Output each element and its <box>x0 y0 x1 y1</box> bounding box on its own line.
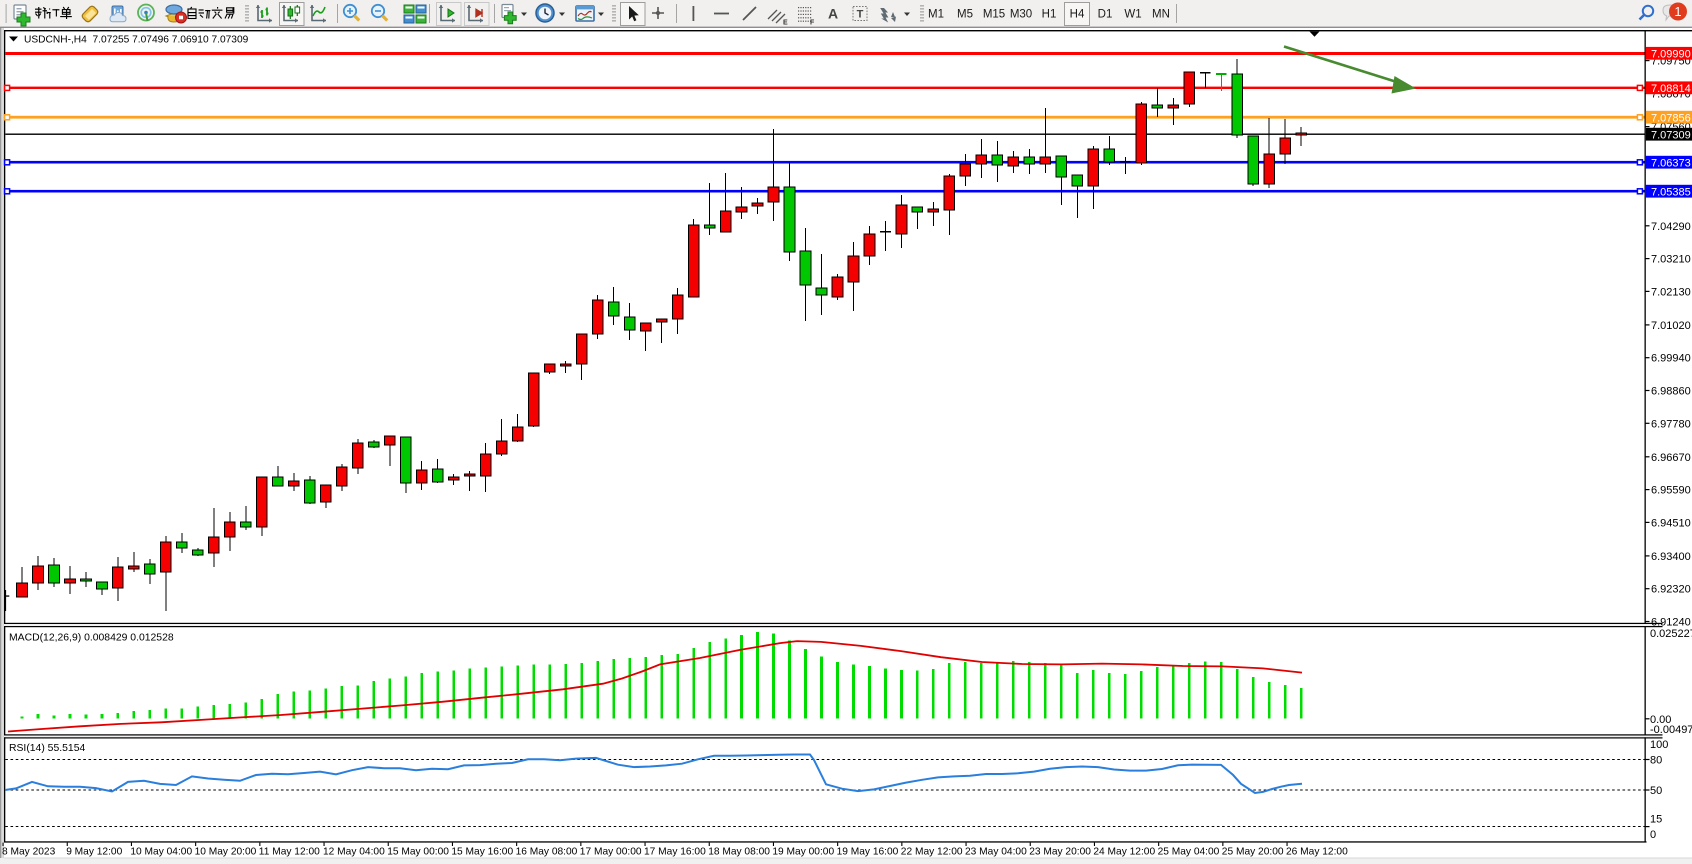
svg-text:6.91240: 6.91240 <box>1651 617 1691 629</box>
svg-text:11 May 12:00: 11 May 12:00 <box>259 847 320 858</box>
svg-text:7.01020: 7.01020 <box>1651 320 1691 332</box>
svg-text:17 May 00:00: 17 May 00:00 <box>580 847 642 858</box>
svg-text:M5: M5 <box>957 9 973 21</box>
svg-text:12 May 04:00: 12 May 04:00 <box>323 847 385 858</box>
svg-text:7.04290: 7.04290 <box>1651 221 1691 233</box>
svg-text:22 May 12:00: 22 May 12:00 <box>901 847 963 858</box>
svg-text:18 May 08:00: 18 May 08:00 <box>708 847 770 858</box>
svg-text:80: 80 <box>1650 755 1662 767</box>
svg-text:H4: H4 <box>1070 9 1085 21</box>
svg-text:7.03210: 7.03210 <box>1651 254 1691 266</box>
svg-text:8 May 2023: 8 May 2023 <box>2 847 56 858</box>
svg-text:16 May 08:00: 16 May 08:00 <box>516 847 578 858</box>
svg-text:W1: W1 <box>1124 9 1141 21</box>
svg-text:6.97780: 6.97780 <box>1651 418 1691 430</box>
svg-text:M1: M1 <box>928 9 944 21</box>
svg-text:D1: D1 <box>1098 9 1113 21</box>
svg-text:7.02130: 7.02130 <box>1651 286 1691 298</box>
svg-text:6.96670: 6.96670 <box>1651 452 1691 464</box>
svg-text:23 May 20:00: 23 May 20:00 <box>1029 847 1091 858</box>
svg-text:T: T <box>857 9 864 21</box>
svg-text:7.05385: 7.05385 <box>1651 186 1691 198</box>
svg-text:F: F <box>810 20 815 27</box>
svg-text:6.99940: 6.99940 <box>1651 353 1691 365</box>
svg-text:15: 15 <box>1650 814 1662 826</box>
svg-text:E: E <box>783 20 788 27</box>
svg-text:RSI(14) 55.5154: RSI(14) 55.5154 <box>9 743 85 754</box>
svg-text:19 May 00:00: 19 May 00:00 <box>772 847 834 858</box>
svg-text:MN: MN <box>1152 9 1170 21</box>
svg-text:-0.004976: -0.004976 <box>1650 724 1692 736</box>
svg-text:M15: M15 <box>983 9 1005 21</box>
svg-text:15 May 00:00: 15 May 00:00 <box>387 847 449 858</box>
svg-text:A: A <box>828 6 838 22</box>
svg-text:MACD(12,26,9) 0.008429 0.01252: MACD(12,26,9) 0.008429 0.012528 <box>9 633 174 644</box>
svg-text:1: 1 <box>1674 4 1681 19</box>
svg-text:19 May 16:00: 19 May 16:00 <box>837 847 899 858</box>
svg-text:7.06373: 7.06373 <box>1651 157 1691 169</box>
svg-text:25 May 20:00: 25 May 20:00 <box>1222 847 1284 858</box>
svg-text:6.93400: 6.93400 <box>1651 551 1691 563</box>
svg-text:6.98860: 6.98860 <box>1651 386 1691 398</box>
svg-text:17 May 16:00: 17 May 16:00 <box>644 847 706 858</box>
svg-text:23 May 04:00: 23 May 04:00 <box>965 847 1027 858</box>
svg-text:9 May 12:00: 9 May 12:00 <box>66 847 122 858</box>
svg-text:6.94510: 6.94510 <box>1651 517 1691 529</box>
svg-text:7.09990: 7.09990 <box>1651 49 1691 61</box>
svg-text:7.08814: 7.08814 <box>1651 83 1691 95</box>
svg-text:7.07856: 7.07856 <box>1651 112 1691 124</box>
svg-text:6.92320: 6.92320 <box>1651 584 1691 596</box>
svg-text:6.95590: 6.95590 <box>1651 485 1691 497</box>
svg-text:H1: H1 <box>1042 9 1057 21</box>
svg-text:0.00: 0.00 <box>1650 714 1671 726</box>
svg-text:M30: M30 <box>1010 9 1032 21</box>
svg-text:0: 0 <box>1650 829 1656 841</box>
svg-text:10 May 20:00: 10 May 20:00 <box>195 847 257 858</box>
svg-text:26 May 12:00: 26 May 12:00 <box>1286 847 1348 858</box>
svg-text:25 May 04:00: 25 May 04:00 <box>1158 847 1220 858</box>
svg-text:0.025227: 0.025227 <box>1650 628 1692 640</box>
svg-text:50: 50 <box>1650 785 1662 797</box>
svg-text:15 May 16:00: 15 May 16:00 <box>451 847 513 858</box>
svg-text:10 May 04:00: 10 May 04:00 <box>130 847 192 858</box>
svg-text:24 May 12:00: 24 May 12:00 <box>1093 847 1155 858</box>
svg-text:USDCNH-,H4 7.07255 7.07496 7.: USDCNH-,H4 7.07255 7.07496 7.06910 7.073… <box>24 35 249 46</box>
svg-text:7.07309: 7.07309 <box>1651 129 1691 141</box>
svg-text:100: 100 <box>1650 739 1668 751</box>
